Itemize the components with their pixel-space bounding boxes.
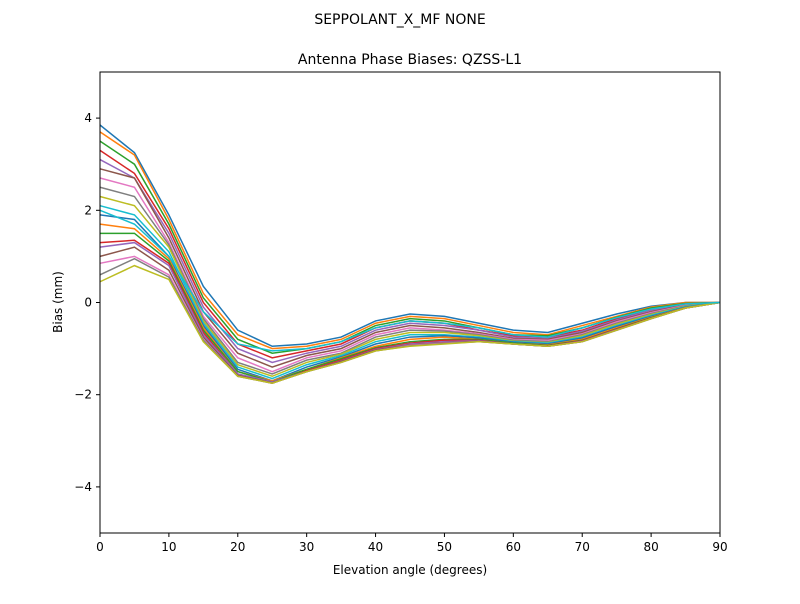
- chart-suptitle: SEPPOLANT_X_MF NONE: [314, 12, 485, 28]
- series-line-8: [99, 195, 721, 378]
- plot-frame: [99, 71, 721, 534]
- y-tick-label: −2: [74, 388, 92, 402]
- x-tick-label: 80: [643, 540, 658, 554]
- series-line-18: [99, 264, 721, 384]
- axis-ticks: 0 10 20 30 40 50 60 70 80 90 −4 −2 0 2 4: [74, 111, 727, 554]
- chart-title: Antenna Phase Biases: QZSS-L1: [298, 52, 522, 68]
- series-line-10: [99, 214, 721, 382]
- series-line-1: [99, 131, 720, 350]
- x-tick-label: 50: [437, 540, 452, 554]
- series-line-4: [99, 158, 721, 364]
- series-line-6: [99, 177, 721, 373]
- series-line-9: [99, 204, 721, 380]
- x-tick-label: 0: [96, 540, 104, 554]
- x-tick-label: 40: [368, 540, 383, 554]
- series-line-0: [99, 124, 720, 348]
- x-tick-label: 30: [299, 540, 314, 554]
- series-lines: [99, 124, 721, 384]
- series-line-19: [99, 209, 721, 352]
- x-tick-label: 20: [230, 540, 245, 554]
- y-axis-label: Bias (mm): [51, 271, 65, 333]
- y-tick-label: −4: [74, 480, 92, 494]
- y-tick-label: 0: [84, 296, 92, 310]
- y-tick-label: 2: [84, 203, 92, 217]
- x-tick-label: 60: [506, 540, 521, 554]
- x-tick-label: 10: [161, 540, 176, 554]
- x-axis-label: Elevation angle (degrees): [333, 563, 487, 577]
- x-tick-label: 70: [575, 540, 590, 554]
- series-line-11: [99, 223, 721, 382]
- x-tick-label: 90: [712, 540, 727, 554]
- series-line-7: [99, 186, 721, 375]
- y-tick-label: 4: [84, 111, 92, 125]
